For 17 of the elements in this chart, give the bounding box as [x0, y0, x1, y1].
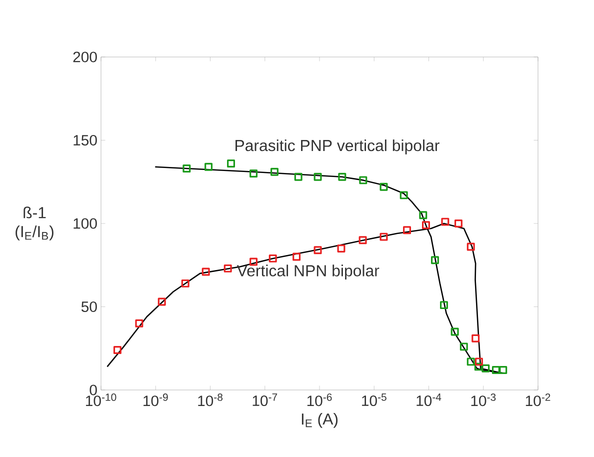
y-tick-label: 50: [81, 301, 97, 312]
y-tick-label: 0: [90, 384, 97, 396]
x-tick-label: 10$^{-2}$: [526, 394, 550, 406]
annotation: Parasitic PNP vertical bipolar: [236, 139, 440, 154]
y-axis-title: ß-1 (I$_{E}$/I$_{B}$): [16, 206, 54, 240]
x-tick-label: 10$^{-6}$: [307, 394, 332, 406]
x-tick-label: 10$^{-8}$: [198, 394, 223, 406]
y-tick-label: 150: [74, 134, 97, 146]
annotation: Vertical NPN bipolar: [236, 264, 380, 280]
y-tick-label: 200: [73, 52, 97, 62]
x-tick-label: 10$^{-7}$: [252, 394, 278, 406]
x-tick-label: 10$^{-9}$: [144, 394, 168, 406]
x-tick-label: 10$^{-5}$: [362, 394, 386, 406]
x-tick-label: 10$^{-3}$: [471, 394, 496, 406]
x-tick-label: 10$^{-4}$: [416, 394, 442, 406]
y-tick-label: 100: [74, 218, 97, 229]
x-axis-title: I$_{E}$ (A): [302, 413, 338, 428]
